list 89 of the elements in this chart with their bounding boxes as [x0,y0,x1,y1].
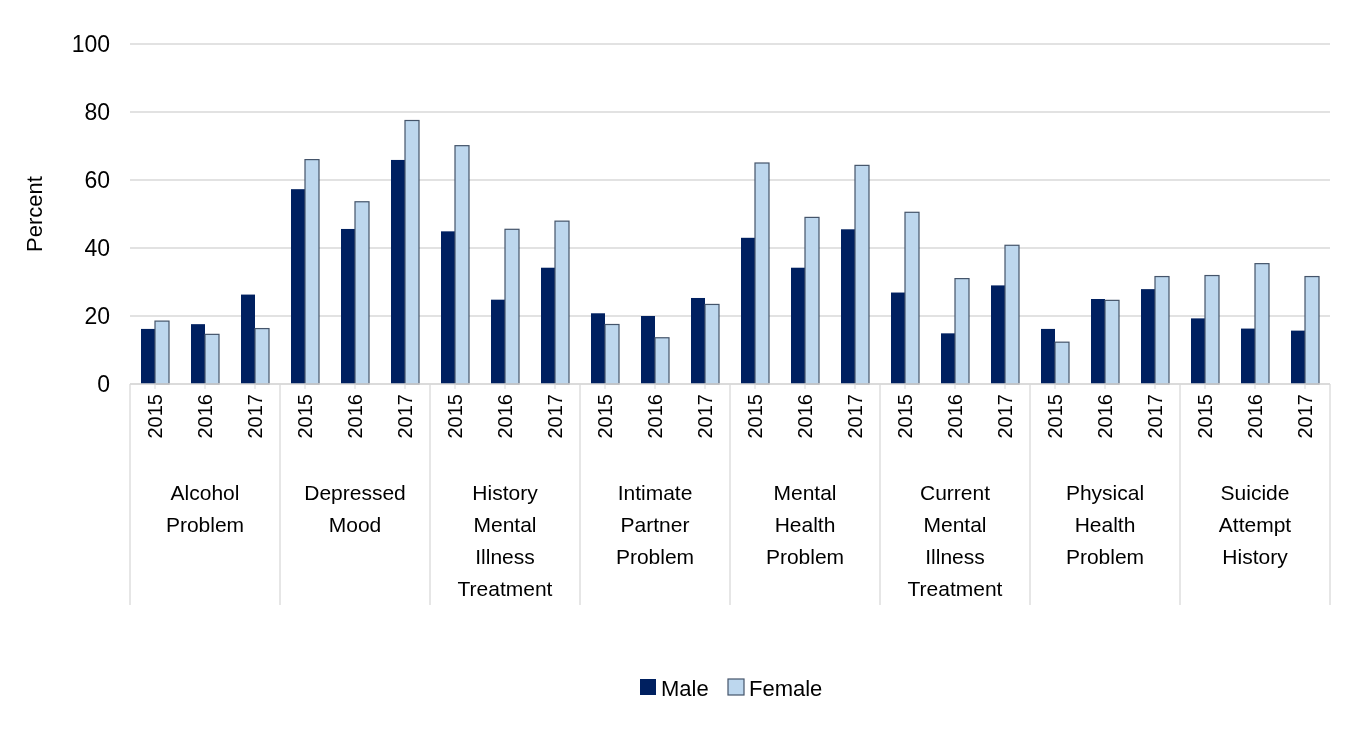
text: History Mental Illness Treatment [457,481,553,600]
bar [491,299,505,384]
bar [1191,318,1205,384]
x-tick-label: 2015 [744,394,766,439]
bar [704,303,720,385]
bar [1204,274,1220,385]
bar [304,159,320,385]
bar [391,159,405,384]
bar [554,220,570,385]
y-tick-label: 60 [84,167,110,194]
y-tick-label: 100 [71,31,110,58]
x-tick-label: 2017 [394,394,416,439]
text: Mental Health Problem [765,481,845,568]
x-tick-label: 2015 [144,394,166,439]
bar [1304,275,1320,385]
bar [654,337,670,385]
text: Current Mental Illness Treatment [907,481,1003,600]
x-tick-label: 2015 [894,394,916,439]
bar [341,228,355,384]
bar [354,201,370,385]
x-tick-label: 2016 [1094,394,1116,439]
bar [641,316,655,384]
x-tick-label: 2017 [544,394,566,439]
text: Suicide Attempt History [1218,481,1292,568]
legend-label: Female [749,675,823,701]
x-tick-label: 2015 [594,394,616,439]
bar [1154,275,1170,385]
x-tick-label: 2015 [1044,394,1066,439]
bar [291,189,305,384]
x-tick-label: 2017 [694,394,716,439]
bar [741,237,755,384]
y-axis-title: Percent [22,176,47,252]
bar [954,278,970,385]
bar [841,229,855,384]
text: Alcohol Problem [165,481,245,536]
bar [591,313,605,384]
bar [154,320,170,385]
y-tick-label: 80 [84,99,110,126]
x-tick-label: 2015 [444,394,466,439]
bar [191,324,205,384]
bar [991,285,1005,384]
bar [504,228,520,385]
text: Intimate Partner Problem [615,481,695,568]
bar [1104,299,1120,385]
x-tick-label: 2015 [294,394,316,439]
bar [1141,289,1155,384]
bar [1091,299,1105,384]
text: Depressed Mood [304,481,406,536]
y-tick-label: 0 [97,371,110,398]
x-tick-label: 2015 [1194,394,1216,439]
x-tick-label: 2017 [994,394,1016,439]
x-tick-label: 2016 [1244,394,1266,439]
bar [1041,328,1055,384]
bar [1004,244,1020,385]
x-tick-label: 2016 [344,394,366,439]
bar [604,323,620,385]
bar [404,119,420,385]
bar [854,164,870,385]
x-tick-label: 2017 [844,394,866,439]
bar [804,216,820,385]
bar [541,267,555,384]
bar [904,211,920,385]
x-tick-label: 2016 [644,394,666,439]
x-tick-label: 2016 [794,394,816,439]
bar [254,327,270,385]
bar [454,145,470,385]
bar [791,267,805,384]
x-tick-label: 2017 [1294,394,1316,439]
x-tick-label: 2017 [1144,394,1166,439]
bar [241,294,255,384]
bar [754,162,770,385]
bar [691,297,705,384]
y-tick-label: 40 [84,235,110,262]
y-tick-label: 20 [84,303,110,330]
bar [441,231,455,384]
bar [204,333,220,385]
bar [891,292,905,384]
bar [141,328,155,384]
x-tick-label: 2016 [944,394,966,439]
legend-label: Male [661,675,709,701]
bar [1241,328,1255,384]
bar [941,333,955,384]
bar [1291,330,1305,384]
x-tick-label: 2016 [194,394,216,439]
x-tick-label: 2016 [494,394,516,439]
bar [1054,341,1070,385]
text: Physical Health Problem [1065,481,1145,568]
x-tick-label: 2017 [244,394,266,439]
bar [1254,263,1270,385]
